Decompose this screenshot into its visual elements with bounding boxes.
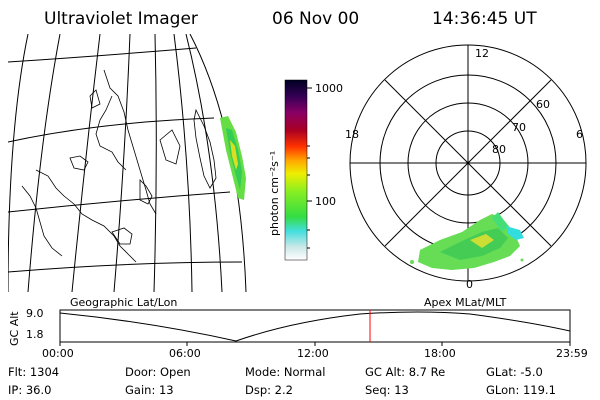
colorbar-tick-1000: 1000 [315, 82, 343, 95]
geo-latitude: GLat: -5.0 [486, 365, 543, 379]
polar-label-12: 12 [475, 47, 489, 60]
gc-altitude: GC Alt: 8.7 Re [365, 365, 446, 379]
colorbar-tick-100: 100 [315, 195, 336, 208]
geo-caption: Geographic Lat/Lon [70, 296, 178, 309]
date-label: 06 Nov 00 [272, 9, 360, 29]
instrument-title: Ultraviolet Imager [44, 9, 198, 29]
ip-value: IP: 36.0 [8, 383, 52, 397]
aurora-emission-polar [410, 212, 524, 270]
alt-xtick: 12:00 [297, 347, 329, 360]
gain-value: Gain: 13 [125, 383, 174, 397]
alt-xtick: 06:00 [169, 347, 201, 360]
altitude-plot [59, 309, 571, 346]
flight-number: Flt: 1304 [8, 365, 60, 379]
alt-ytick-high: 9.0 [26, 307, 44, 320]
mode-status: Mode: Normal [245, 365, 326, 379]
polar-label-18: 18 [345, 128, 359, 141]
alt-ytick-low: 1.8 [26, 328, 44, 341]
colorbar-ticks [307, 87, 312, 249]
polar-ring-80: 80 [492, 143, 506, 156]
colorbar [284, 79, 308, 261]
dsp-value: Dsp: 2.2 [245, 383, 293, 397]
colorbar-unit-label: photon cm⁻²s⁻¹ [268, 150, 281, 236]
door-status: Door: Open [125, 365, 191, 379]
aurora-emission-geo [220, 116, 246, 200]
geographic-map [8, 34, 247, 292]
polar-label-0: 0 [466, 278, 473, 291]
alt-xtick: 18:00 [424, 347, 456, 360]
alt-plot-ylabel: GC Alt [8, 311, 21, 346]
apex-caption: Apex MLat/MLT [424, 296, 507, 309]
alt-xtick: 23:59 [556, 347, 588, 360]
alt-xtick: 00:00 [42, 347, 74, 360]
polar-label-6: 6 [576, 128, 583, 141]
geo-longitude: GLon: 119.1 [486, 383, 556, 397]
polar-ring-60: 60 [536, 98, 550, 111]
sequence-value: Seq: 13 [365, 383, 409, 397]
time-label: 14:36:45 UT [432, 9, 537, 29]
polar-ring-70: 70 [512, 121, 526, 134]
